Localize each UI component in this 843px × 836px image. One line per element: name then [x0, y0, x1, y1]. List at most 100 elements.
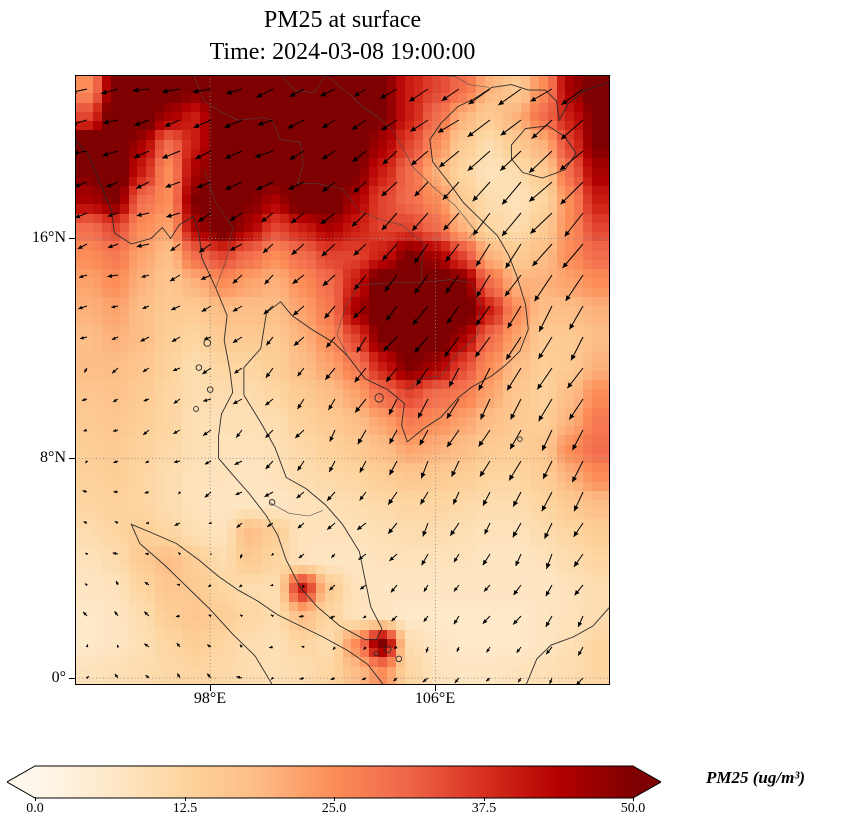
wind-arrow-head — [383, 345, 390, 351]
wind-arrow-head — [360, 585, 365, 590]
colorbar-tick-label: 50.0 — [620, 801, 646, 816]
wind-arrow-head — [144, 643, 148, 647]
wind-arrow-head — [573, 531, 579, 537]
colorbar-svg — [5, 765, 663, 799]
wind-arrow-head — [354, 283, 360, 290]
wind-arrow-head — [423, 617, 428, 622]
wind-arrow-head — [232, 338, 238, 343]
wind-arrow-head — [569, 413, 575, 420]
wind-arrow-head — [445, 287, 451, 294]
wind-arrow-head — [353, 249, 360, 256]
wind-arrow-head — [574, 590, 580, 596]
colorbar-tick-label: 0.0 — [26, 801, 44, 816]
wind-arrow-head — [196, 183, 203, 189]
wind-arrow-head — [418, 412, 423, 419]
wind-arrow-head — [476, 260, 482, 267]
wind-arrow-head — [134, 121, 141, 127]
wind-arrow-head — [562, 262, 569, 268]
wind-arrow-head — [265, 401, 270, 406]
colorbar-tick-label: 37.5 — [471, 801, 497, 816]
wind-arrow-head — [145, 552, 149, 556]
x-tick-106e: 106°E — [414, 690, 456, 707]
wind-arrow-head — [291, 217, 297, 224]
pm25-heatmap-canvas — [75, 75, 610, 685]
colorbar-bar — [5, 765, 663, 799]
coastline-borneo-nw-coast — [525, 606, 610, 685]
wind-arrow-head — [545, 590, 551, 597]
wind-arrow-head — [301, 645, 305, 649]
wind-arrow-head — [84, 583, 88, 587]
wind-arrow-head — [144, 611, 148, 616]
colorbar-tickmark — [334, 797, 335, 801]
island-outline — [203, 339, 212, 347]
wind-arrow-head — [229, 215, 236, 221]
wind-arrow-head — [538, 353, 544, 359]
wind-arrow-head — [291, 249, 298, 255]
coastline-hainan-island — [510, 125, 577, 179]
wind-arrow-head — [390, 587, 396, 593]
wind-arrow-head — [512, 531, 518, 538]
wind-arrow-head — [271, 552, 275, 556]
wind-arrow-head — [265, 372, 271, 378]
wind-arrow-head — [327, 525, 332, 530]
wind-arrow-head — [565, 295, 571, 301]
wind-arrow-head — [442, 194, 449, 200]
wind-arrow-head — [381, 224, 388, 231]
wind-arrow-head — [351, 220, 358, 227]
wind-arrow-head — [572, 444, 578, 451]
wind-arrow-head — [530, 227, 537, 234]
island-outline — [195, 364, 203, 371]
island-outline — [268, 499, 276, 506]
wind-arrow-head — [454, 557, 458, 563]
wind-arrow-head — [145, 460, 149, 463]
wind-arrow-head — [264, 279, 270, 285]
wind-arrow-head — [134, 153, 140, 158]
wind-arrow-head — [132, 87, 139, 93]
wind-arrow-head — [531, 133, 538, 139]
wind-arrow-head — [546, 649, 551, 655]
wind-arrow-head — [353, 312, 359, 319]
country-border — [269, 502, 323, 517]
wind-arrow-head — [357, 525, 362, 530]
wind-arrow-head — [75, 150, 79, 155]
wind-arrow-head — [175, 614, 180, 618]
wind-arrow-head — [572, 476, 577, 483]
wind-arrow-head — [329, 466, 334, 472]
wind-arrow-head — [202, 369, 208, 374]
wind-arrow-head — [545, 562, 551, 569]
wind-arrow-head — [164, 121, 171, 127]
wind-arrow-head — [177, 673, 181, 678]
wind-arrow — [75, 119, 88, 125]
wind-arrow-head — [229, 246, 236, 251]
wind-arrow-head — [267, 523, 272, 527]
wind-arrow-head — [529, 167, 535, 173]
coastline-mainland-sea-coast — [75, 81, 610, 641]
wind-arrow-head — [106, 183, 112, 188]
wind-arrow-head — [116, 644, 120, 648]
wind-arrow-head — [478, 384, 484, 391]
wind-arrow-head — [484, 529, 489, 535]
wind-arrow-head — [299, 676, 304, 680]
wind-arrow-head — [203, 398, 208, 402]
wind-arrow-head — [419, 439, 425, 446]
wind-arrow-head — [83, 521, 87, 525]
wind-arrow-head — [500, 165, 506, 171]
wind-arrow-head — [475, 351, 481, 358]
wind-arrow-head — [233, 400, 238, 404]
wind-arrow-head — [329, 615, 334, 619]
wind-arrow-head — [239, 644, 243, 648]
wind-arrow-head — [573, 561, 580, 567]
wind-arrow-head — [269, 645, 273, 649]
wind-arrow-head — [195, 154, 202, 159]
wind-arrow-head — [532, 260, 538, 267]
wind-arrow-head — [320, 91, 327, 97]
wind-arrow-head — [389, 437, 395, 444]
wind-arrow-head — [299, 614, 303, 618]
wind-arrow-head — [232, 307, 238, 312]
country-border — [325, 75, 476, 239]
wind-arrow-head — [411, 159, 417, 166]
colorbar-tick-label: 25.0 — [321, 801, 347, 816]
wind-arrow-head — [78, 305, 83, 310]
map-plot — [75, 75, 610, 685]
wind-arrow-head — [389, 556, 394, 561]
